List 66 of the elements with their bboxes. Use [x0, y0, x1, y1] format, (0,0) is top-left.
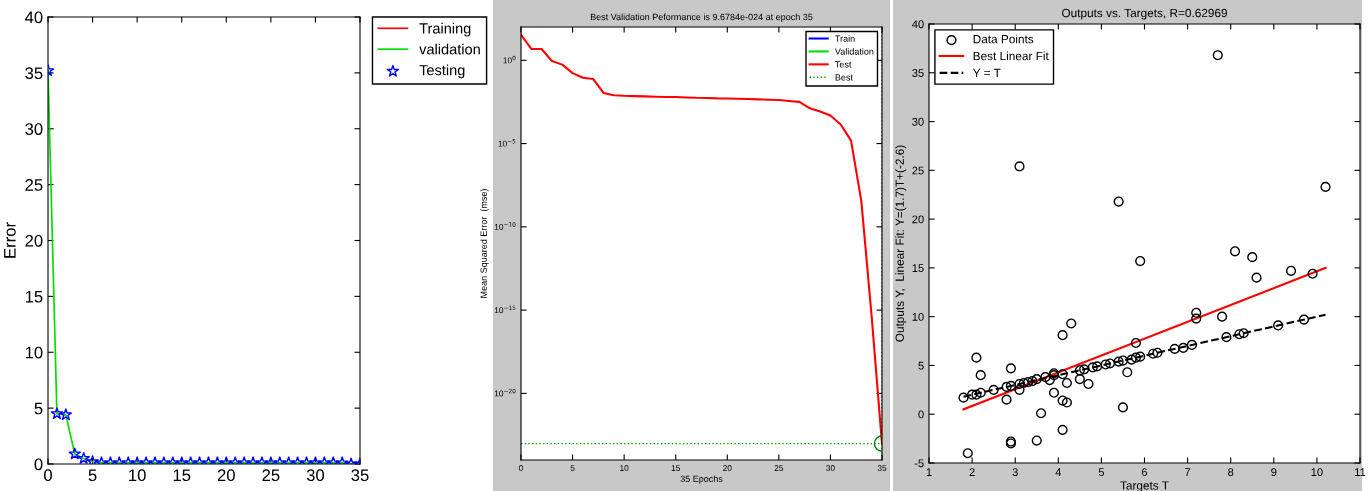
x-tick-label: 11 [1355, 468, 1366, 476]
x-tick-label: 10 [1311, 468, 1323, 477]
x-tick-label: 20 [723, 465, 732, 471]
y-tick-label: 10$^{0}$ [503, 55, 516, 64]
y-tick-label: -5 [914, 459, 924, 468]
x-tick-label: 20 [217, 469, 235, 482]
legend-label: Testing [419, 64, 465, 79]
legend-label: Test [835, 61, 852, 68]
legend-label: Data Points [973, 34, 1034, 44]
x-tick-label: 10 [129, 469, 146, 482]
legend-label: validation [419, 43, 480, 55]
x-tick-label: 3 [1012, 468, 1018, 477]
legend-label: Y = T [972, 68, 1001, 77]
y-tick-label: 10$^{−5}$ [498, 139, 516, 147]
legend-label: Best [835, 74, 853, 81]
y-tick-label: 30 [25, 123, 43, 135]
x-tick-label: 2 [969, 468, 975, 476]
x-tick-label: 8 [1228, 468, 1234, 477]
y-tick-label: 25 [912, 166, 924, 175]
legend-label: Validation [834, 48, 874, 55]
x-tick-label: 35 [877, 465, 887, 471]
x-axis-title: 35 Epochs [680, 475, 723, 484]
x-tick-label: 30 [306, 469, 325, 482]
x-tick-label: 5 [570, 465, 575, 471]
x-tick-label: 9 [1271, 468, 1277, 477]
y-tick-label: 0 [918, 410, 924, 419]
chart-title: Outputs vs. Targets, R=0.62969 [1061, 8, 1228, 20]
x-tick-label: 25 [774, 465, 784, 471]
chart-title: Best Validation Peformance is 9.6784e-024 at epoch 35 [590, 13, 813, 22]
y-tick-label: 10 [912, 312, 924, 321]
y-tick-label: 30 [912, 117, 924, 126]
y-tick-label: 5 [34, 402, 43, 415]
y-axis-title: Error [4, 222, 16, 258]
y-tick-label: 10$^{−20}$ [494, 388, 516, 397]
legend-label: Best Linear Fit [973, 51, 1049, 61]
y-tick-label: 40 [24, 11, 43, 24]
x-tick-label: 6 [1141, 468, 1148, 477]
y-axis-title: Mean Squared Error (mse) [480, 189, 489, 298]
y-axis-title: Outputs Y, Linear Fit: Y=(1.7)T+(-2.6) [895, 145, 907, 342]
y-tick-label: 35 [25, 67, 43, 80]
y-tick-label: 40 [912, 20, 924, 29]
y-tick-label: 10$^{−15}$ [494, 305, 516, 314]
x-tick-label: 5 [1098, 468, 1105, 477]
x-tick-label: 0 [519, 465, 523, 471]
y-tick-label: 35 [912, 69, 924, 77]
legend-label: Train [835, 35, 855, 42]
y-tick-label: 20 [25, 234, 43, 247]
x-tick-label: 1 [926, 468, 932, 476]
x-tick-label: 35 [351, 469, 369, 482]
y-tick-label: 15 [912, 264, 924, 273]
x-tick-label: 4 [1055, 468, 1062, 476]
x-tick-label: 0 [44, 469, 52, 482]
x-tick-label: 7 [1185, 468, 1191, 476]
y-tick-label: 5 [918, 361, 924, 370]
legend-label: Training [419, 22, 471, 37]
x-tick-label: 25 [262, 469, 280, 482]
x-tick-label: 15 [173, 469, 191, 482]
y-tick-label: 20 [912, 215, 924, 224]
x-tick-label: 5 [88, 469, 97, 482]
x-tick-label: 15 [671, 465, 680, 471]
y-tick-label: 15 [25, 290, 43, 303]
y-tick-label: 10 [25, 346, 43, 359]
x-tick-label: 10 [620, 465, 629, 471]
y-tick-label: 10$^{−10}$ [494, 222, 516, 230]
y-tick-label: 25 [25, 179, 43, 191]
x-tick-label: 30 [826, 465, 835, 471]
